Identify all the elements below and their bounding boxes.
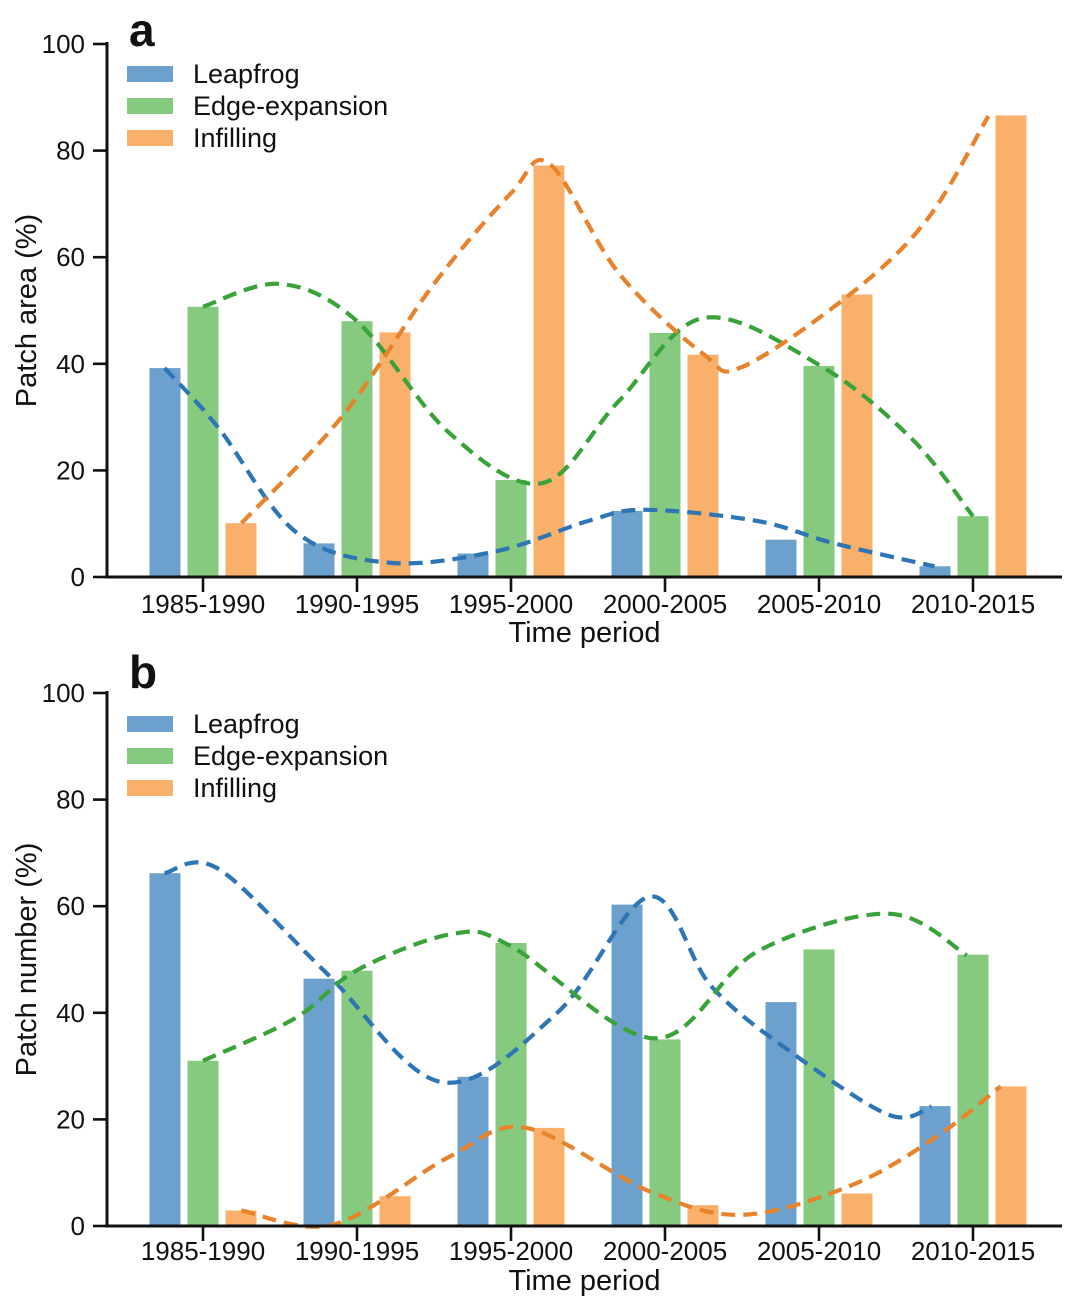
y-tick-label-60: 60	[56, 891, 85, 921]
x-tick-label-2005-2010: 2005-2010	[757, 589, 881, 619]
bar-edge-expansion-2005-2010	[803, 949, 835, 1226]
bar-infilling-1985-1990	[225, 523, 257, 577]
legend-swatch-infilling	[127, 780, 173, 796]
y-tick-label-0: 0	[71, 562, 85, 592]
legend-label-leapfrog: Leapfrog	[193, 709, 300, 739]
y-tick-label-100: 100	[42, 678, 85, 708]
bar-edge-expansion-2000-2005	[649, 332, 681, 577]
bar-leapfrog-2000-2005	[611, 904, 643, 1226]
x-tick-label-1990-1995: 1990-1995	[295, 1236, 419, 1266]
x-tick-label-2010-2015: 2010-2015	[911, 589, 1035, 619]
bar-edge-expansion-2010-2015	[957, 954, 989, 1226]
bar-leapfrog-1990-1995	[303, 978, 335, 1226]
y-tick-label-0: 0	[71, 1211, 85, 1241]
bar-leapfrog-2010-2015	[919, 1106, 951, 1226]
bar-infilling-2000-2005	[687, 1205, 719, 1226]
legend-swatch-leapfrog	[127, 716, 173, 732]
x-tick-label-1995-2000: 1995-2000	[449, 1236, 573, 1266]
y-tick-label-60: 60	[56, 242, 85, 272]
bar-infilling-1995-2000	[533, 1127, 565, 1226]
bar-edge-expansion-1990-1995	[341, 321, 373, 577]
panel-letter: a	[129, 4, 155, 56]
y-tick-label-20: 20	[56, 1104, 85, 1134]
trend-curve-leapfrog	[162, 366, 935, 569]
y-axis-title: Patch area (%)	[11, 214, 43, 407]
legend-label-infilling: Infilling	[193, 123, 277, 153]
bar-infilling-2005-2010	[841, 294, 873, 577]
trend-curve-edge-expansion	[202, 911, 968, 1063]
x-tick-label-2000-2005: 2000-2005	[603, 589, 727, 619]
bar-edge-expansion-2010-2015	[957, 516, 989, 577]
trend-curve-infilling	[239, 114, 991, 525]
legend-label-edge-expansion: Edge-expansion	[193, 91, 388, 121]
x-tick-label-1985-1990: 1985-1990	[141, 1236, 265, 1266]
bar-leapfrog-1985-1990	[149, 873, 181, 1226]
bar-leapfrog-1985-1990	[149, 368, 181, 577]
x-axis-title: Time period	[508, 617, 660, 649]
y-axis-title: Patch number (%)	[11, 843, 43, 1077]
panel-a: 0 20 40 60 80 100 1985-1990 1990-1995 1995-2000 2…	[11, 4, 1062, 649]
bar-infilling-2010-2015	[995, 115, 1027, 578]
bar-edge-expansion-2000-2005	[649, 1039, 681, 1226]
legend-swatch-edge-expansion	[127, 98, 173, 114]
y-tick-label-100: 100	[42, 29, 85, 59]
bar-infilling-1990-1995	[379, 332, 411, 577]
legend-swatch-infilling	[127, 130, 173, 146]
y-tick-label-40: 40	[56, 998, 85, 1028]
y-tick-label-20: 20	[56, 455, 85, 485]
legend-label-edge-expansion: Edge-expansion	[193, 741, 388, 771]
x-tick-label-1990-1995: 1990-1995	[295, 589, 419, 619]
bar-leapfrog-2010-2015	[919, 566, 951, 577]
bar-edge-expansion-1995-2000	[495, 480, 527, 577]
bar-infilling-1995-2000	[533, 165, 565, 577]
x-tick-label-2010-2015: 2010-2015	[911, 1236, 1035, 1266]
trend-curve-leapfrog	[163, 860, 933, 1120]
legend-label-leapfrog: Leapfrog	[193, 59, 300, 89]
bar-edge-expansion-1995-2000	[495, 943, 527, 1226]
x-tick-label-2005-2010: 2005-2010	[757, 1236, 881, 1266]
bar-edge-expansion-1990-1995	[341, 970, 373, 1226]
x-axis-title: Time period	[508, 1265, 660, 1297]
trend-curve-infilling	[241, 1084, 1002, 1229]
bar-infilling-2000-2005	[687, 354, 719, 577]
x-tick-label-2000-2005: 2000-2005	[603, 1236, 727, 1266]
bar-edge-expansion-2005-2010	[803, 365, 835, 577]
bar-infilling-2005-2010	[841, 1193, 873, 1226]
panel-letter: b	[129, 650, 157, 698]
bar-edge-expansion-1985-1990	[187, 1060, 219, 1226]
x-tick-label-1985-1990: 1985-1990	[141, 589, 265, 619]
trend-curve-edge-expansion	[202, 281, 975, 518]
y-tick-label-80: 80	[56, 136, 85, 166]
legend-label-infilling: Infilling	[193, 773, 277, 803]
panel-b: 0 20 40 60 80 100 1985-1990 1990-1995 1995-2000 2…	[11, 650, 1062, 1297]
bar-leapfrog-2005-2010	[765, 539, 797, 577]
y-tick-label-40: 40	[56, 349, 85, 379]
bar-infilling-1990-1995	[379, 1196, 411, 1226]
bar-leapfrog-2000-2005	[611, 510, 643, 577]
legend-swatch-edge-expansion	[127, 748, 173, 764]
y-tick-label-80: 80	[56, 785, 85, 815]
legend-swatch-leapfrog	[127, 66, 173, 82]
bar-edge-expansion-1985-1990	[187, 306, 219, 577]
x-tick-label-1995-2000: 1995-2000	[449, 589, 573, 619]
bar-infilling-2010-2015	[995, 1086, 1027, 1226]
bar-leapfrog-1990-1995	[303, 543, 335, 577]
